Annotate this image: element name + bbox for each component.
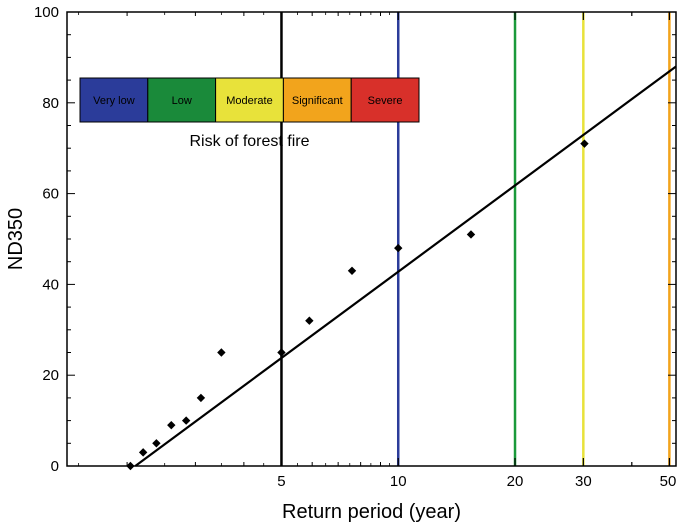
legend-swatch-4 (350, 77, 420, 123)
legend-label-0: Very low (93, 95, 135, 107)
data-point-7 (277, 348, 286, 357)
fit-line (134, 65, 677, 467)
y-tick-label: 0 (51, 458, 59, 475)
y-axis-ticks: 0 20 40 60 80 100 (34, 4, 676, 475)
y-tick-label: 100 (34, 4, 59, 21)
x-tick-label: 50 (660, 473, 677, 490)
legend-caption: Risk of forest fire (189, 133, 309, 150)
data-point-6 (217, 348, 226, 357)
x-tick-label: 10 (390, 473, 407, 490)
y-tick-label: 80 (42, 95, 59, 112)
x-axis-ticks: 5 10 20 30 50 (78, 12, 677, 490)
x-tick-label: 5 (277, 473, 285, 490)
legend-label-3: Significant (292, 95, 343, 107)
y-tick-label: 40 (42, 276, 59, 293)
legend-label-4: Severe (368, 95, 403, 107)
data-point-5 (196, 393, 206, 403)
y-tick-label: 20 (42, 367, 59, 384)
fit-line-group (134, 65, 677, 467)
x-tick-label: 20 (507, 473, 524, 490)
data-point-11 (466, 230, 476, 239)
legend-swatch-3 (282, 77, 352, 123)
data-point-10 (394, 243, 403, 253)
data-point-3 (167, 420, 176, 430)
y-tick-label: 60 (42, 186, 59, 203)
x-axis-title: Return period (year) (282, 501, 461, 523)
legend-swatch-2 (215, 77, 284, 123)
data-point-12 (580, 139, 589, 148)
data-point-1 (138, 448, 148, 457)
data-point-2 (152, 439, 161, 448)
risk-legend: Very low Low Moderate Significant Severe Risk… (79, 77, 420, 150)
legend-label-2: Moderate (226, 95, 272, 107)
legend-swatch-1 (147, 77, 217, 123)
legend-label-1: Low (172, 95, 192, 107)
data-point-4 (181, 416, 191, 425)
data-point-8 (305, 316, 314, 325)
y-axis-title: ND350 (5, 208, 27, 270)
data-point-9 (347, 266, 357, 275)
x-tick-label: 30 (575, 473, 592, 490)
